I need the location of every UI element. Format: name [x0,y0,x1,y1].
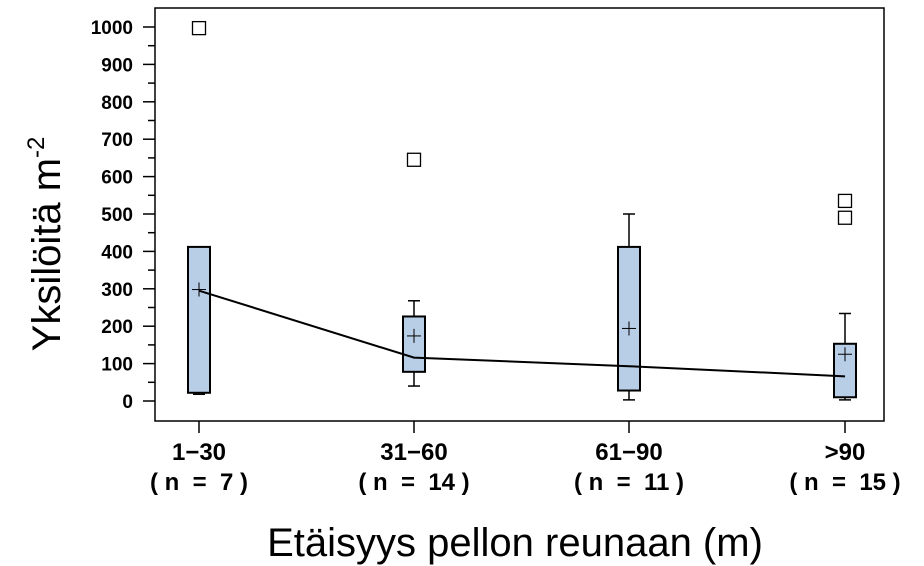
y-tick-label: 300 [101,280,133,301]
y-tick-label: 500 [101,205,133,226]
box-series [187,20,857,401]
y-axis-title: Yksilöitä m-2 [23,137,69,352]
y-tick-label: 800 [101,93,133,114]
outlier-point [837,210,853,225]
x-category-label: >90 [825,439,866,466]
y-tick-label: 0 [122,392,133,413]
x-category-label: 61−90 [595,439,662,466]
x-category-n-label: ( n = 7 ) [150,469,248,496]
x-category-label: 1−30 [172,439,226,466]
y-tick-label: 600 [101,168,133,189]
y-axis-title-superscript: -2 [23,137,50,158]
y-tick-label: 900 [101,55,133,76]
outlier-point [191,20,207,36]
median-trend-line [198,289,846,378]
outlier-point [406,152,422,167]
outlier-point [837,193,853,209]
y-tick-label: 200 [101,317,133,338]
box-iqr [402,315,426,373]
box-group [833,193,857,401]
y-axis: 0 100 200 300 400 500 600 700 800 900 1000 [91,18,155,413]
x-category-n-label: ( n = 15 ) [789,469,900,496]
y-tick-label: 700 [101,130,133,151]
x-axis: 1−30 ( n = 7 ) 31−60 ( n = 14 ) 61−90 ( n = 1… [150,421,901,496]
y-tick-label: 400 [101,242,133,263]
x-axis-title: Etäisyys pellon reunaan (m) [267,521,763,565]
box-group [402,152,426,387]
box-iqr [617,245,641,392]
y-tick-label: 100 [101,355,133,376]
box-group [617,213,641,401]
plot-frame [154,7,885,422]
x-category-n-label: ( n = 14 ) [358,469,469,496]
y-tick-label: 1000 [91,18,133,39]
box-iqr [833,342,857,399]
x-category-label: 31−60 [380,439,447,466]
box-group [187,20,211,396]
box-iqr [187,245,211,394]
x-category-n-label: ( n = 11 ) [574,469,684,496]
